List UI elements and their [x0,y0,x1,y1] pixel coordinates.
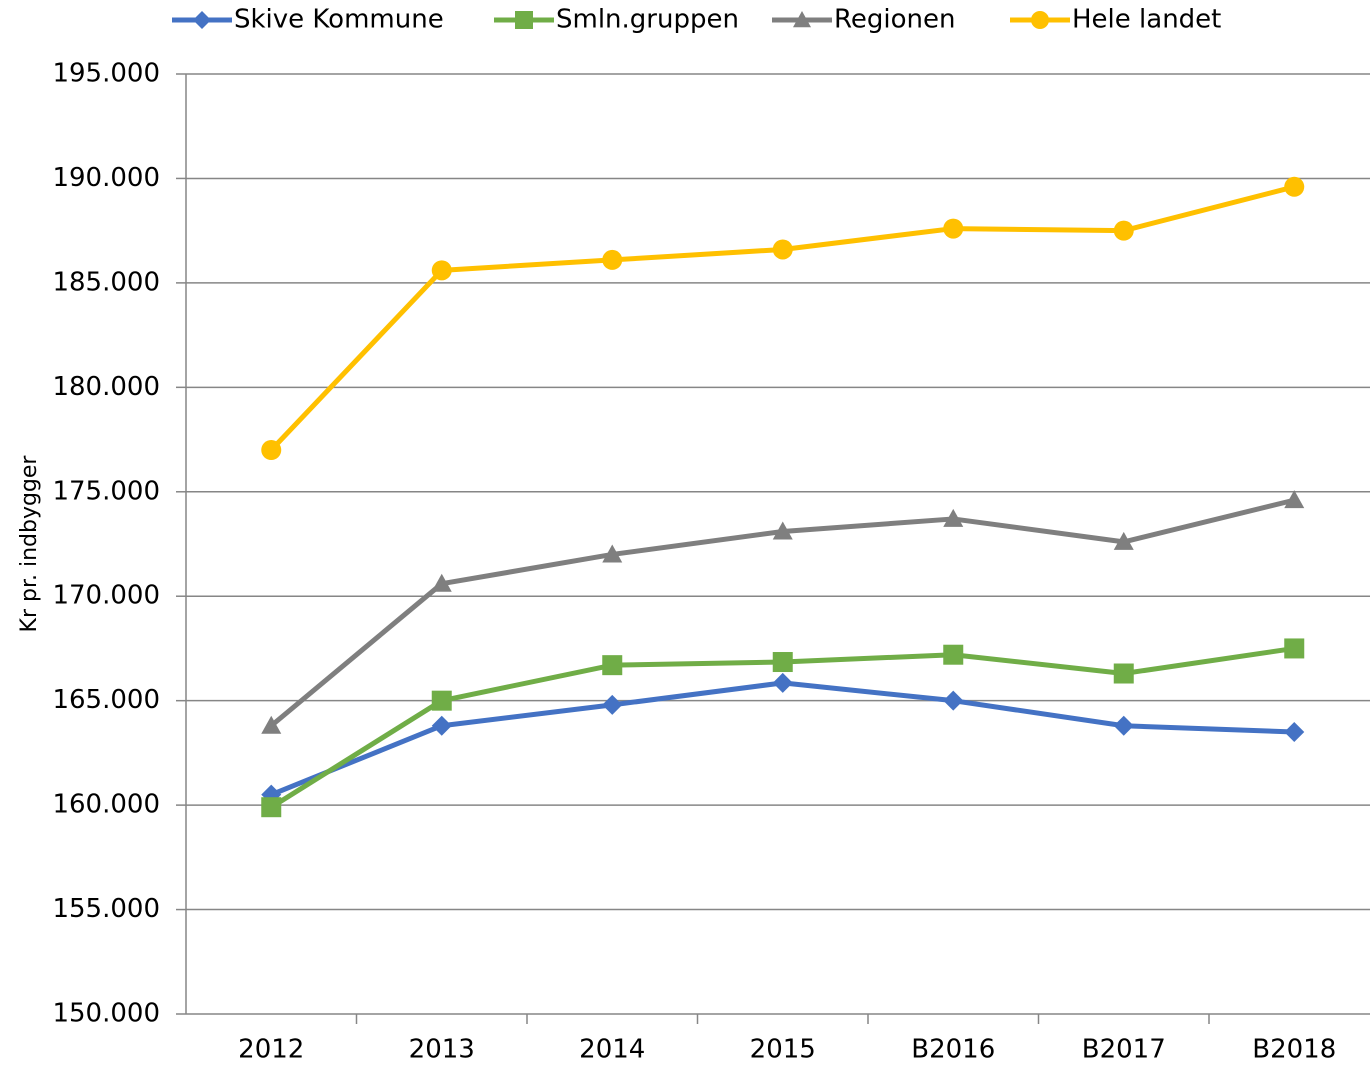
marker [431,715,452,736]
marker [1113,220,1134,241]
y-tick-label: 180.000 [52,372,160,402]
marker [515,11,533,29]
marker [602,655,623,676]
y-tick-label: 185.000 [52,267,160,297]
y-tick-label: 155.000 [52,894,160,924]
marker [772,652,793,673]
x-tick-label: 2013 [409,1035,475,1065]
y-tick-label: 170.000 [52,581,160,611]
legend-label: Smln.gruppen [556,5,739,35]
marker [943,508,964,527]
marker [1113,531,1134,550]
x-tick-label: B2017 [1082,1035,1166,1065]
marker [261,440,282,460]
marker [1113,663,1134,684]
marker [1031,11,1049,29]
y-tick-label: 165.000 [52,685,160,715]
marker [602,694,623,715]
x-tick-label: B2018 [1252,1035,1336,1065]
y-tick-label: 175.000 [52,476,160,506]
marker [772,521,793,540]
x-tick-label: 2015 [750,1035,816,1065]
x-tick-label: 2012 [238,1035,304,1065]
y-axis-label: Kr pr. indbygger [17,455,42,633]
line [269,184,1295,452]
legend-label: Skive Kommune [234,5,444,35]
marker [602,249,623,270]
marker [1284,638,1305,659]
marker [943,690,964,711]
legend-label: Regionen [834,5,955,35]
marker [193,11,211,29]
marker [943,218,964,239]
y-tick-label: 190.000 [52,163,160,193]
marker [431,260,452,281]
x-tick-label: 2014 [579,1035,645,1065]
marker [1284,176,1305,197]
marker [1284,490,1305,509]
x-tick-label: B2016 [911,1035,995,1065]
legend-label: Hele landet [1072,5,1221,35]
marker [431,573,452,592]
marker [1284,722,1305,742]
marker [1113,715,1134,736]
marker [602,544,623,563]
y-tick-label: 195.000 [52,59,160,89]
y-tick-label: 150.000 [52,999,160,1029]
marker [943,644,964,665]
y-tick-label: 160.000 [52,790,160,820]
marker [772,239,793,260]
marker [261,797,282,818]
marker [793,11,811,28]
marker [261,715,282,734]
marker [431,690,452,711]
line [270,680,1295,797]
marker [772,672,793,693]
